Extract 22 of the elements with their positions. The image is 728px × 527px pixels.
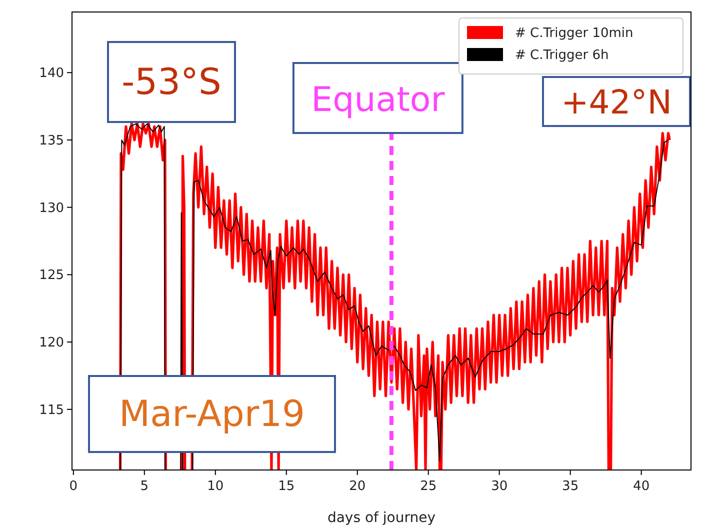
x-tick-label: 5 <box>140 479 149 494</box>
x-axis-title: days of journey <box>327 510 436 526</box>
y-tick-label: 140 <box>39 66 64 82</box>
x-tick-label: 15 <box>278 479 295 494</box>
legend-label: # C.Trigger 6h <box>515 48 609 63</box>
legend-label: # C.Trigger 10min <box>515 26 634 41</box>
y-tick-label: 135 <box>39 134 64 149</box>
x-tick-label: 25 <box>420 479 437 494</box>
x-tick-label: 30 <box>491 479 508 494</box>
y-tick-label: 120 <box>39 336 64 351</box>
x-tick-label: 0 <box>69 479 78 494</box>
annotation: -53°S <box>122 62 222 103</box>
y-tick-label: 130 <box>39 200 64 216</box>
x-tick-label: 10 <box>207 479 224 494</box>
ref-line-label: Equator <box>311 80 445 120</box>
annotation: +42°N <box>561 82 672 122</box>
y-tick-label: 125 <box>39 268 64 284</box>
annotation: Mar-Apr19 <box>119 394 305 435</box>
y-tick-label: 115 <box>39 402 64 418</box>
x-tick-label: 35 <box>562 479 579 494</box>
x-tick-label: 40 <box>633 479 650 494</box>
x-tick-label: 20 <box>349 479 366 494</box>
